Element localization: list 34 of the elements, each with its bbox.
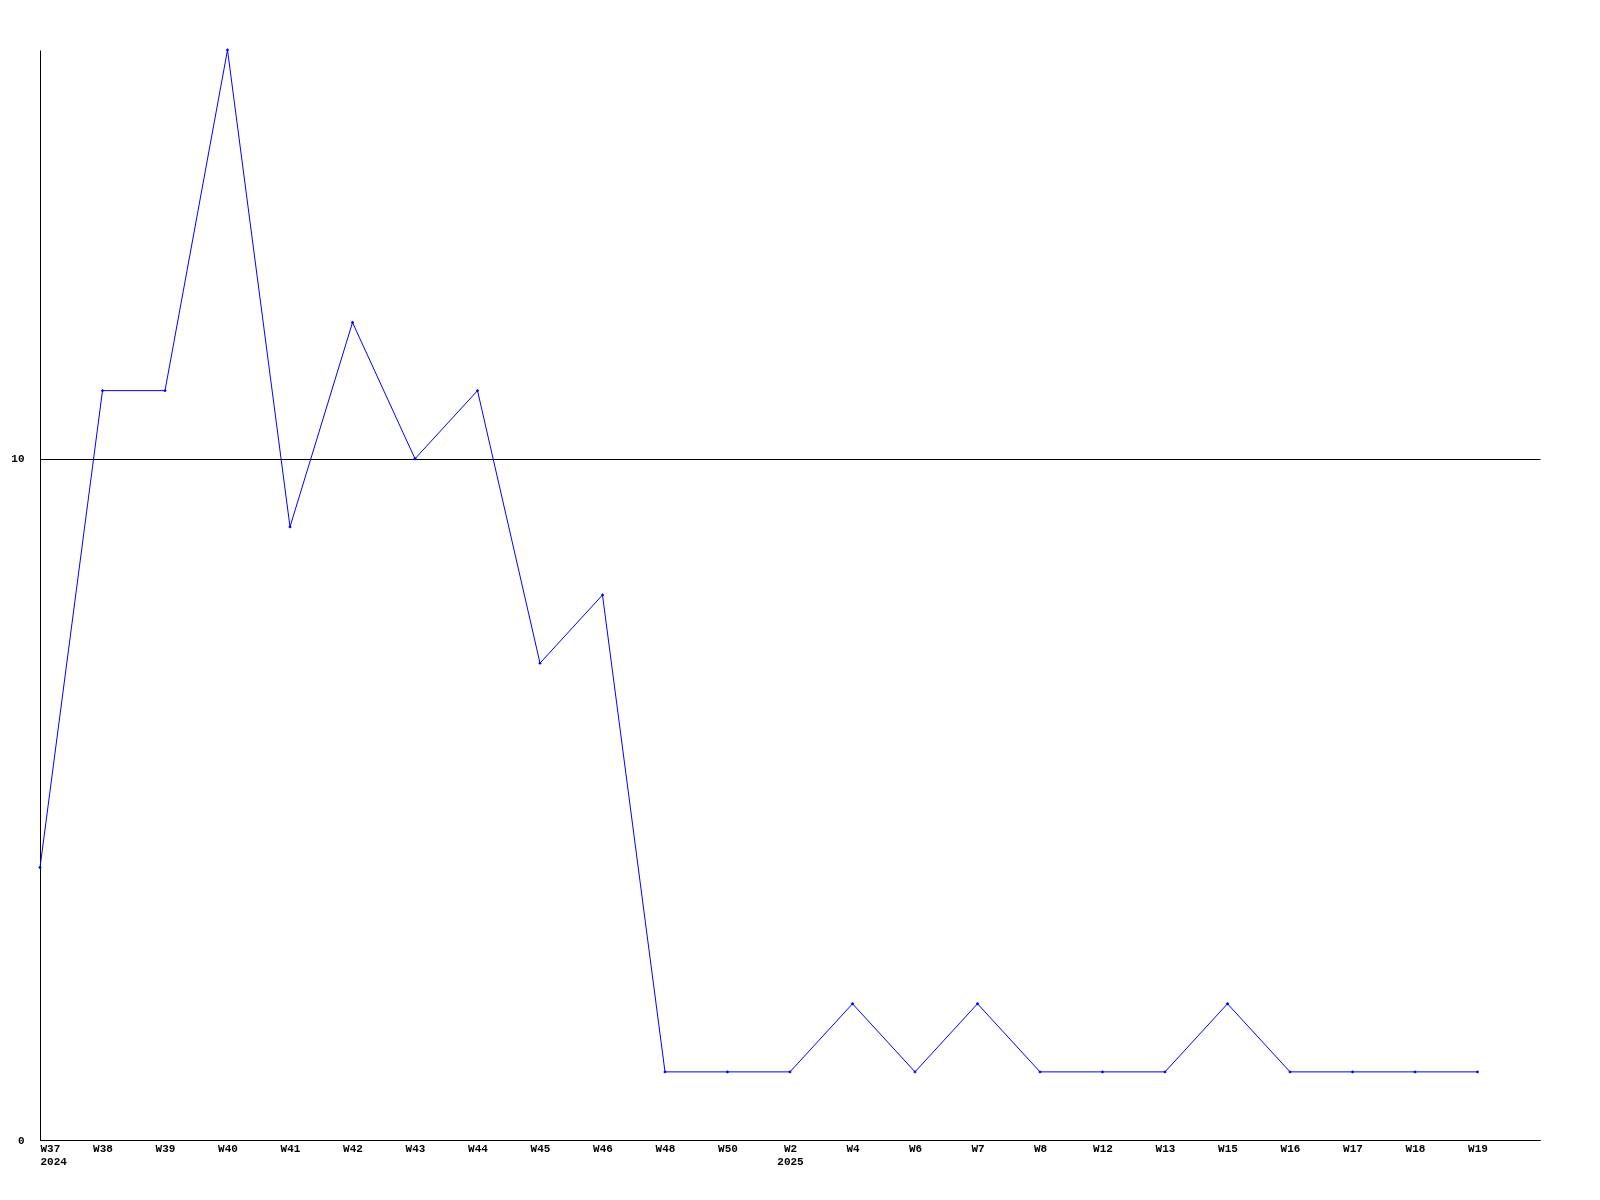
point xyxy=(600,593,605,597)
x-tick-label: W15 xyxy=(1218,1142,1239,1155)
x-tick-label: W2 2025 xyxy=(777,1142,805,1168)
point xyxy=(1100,1070,1105,1074)
x-tick-label: W46 xyxy=(593,1142,613,1155)
x-tick-label: W44 xyxy=(468,1142,489,1155)
x-tick-label: W12 xyxy=(1093,1142,1113,1155)
x-tick-label: W7 xyxy=(971,1142,985,1155)
point xyxy=(725,1070,730,1074)
x-tick-label: W4 xyxy=(846,1142,860,1155)
x-tick-label: W8 xyxy=(1033,1142,1048,1155)
x-tick-label: W16 xyxy=(1280,1142,1301,1155)
y-tick-label: 10 xyxy=(11,453,25,466)
x-tick-label: W37 2024 xyxy=(40,1142,68,1168)
x-tick-label: W41 xyxy=(280,1142,301,1155)
x-tick-label: W17 xyxy=(1343,1142,1363,1155)
x-tick-label: W50 xyxy=(718,1142,738,1155)
x-tick-label: W45 xyxy=(530,1142,551,1155)
x-tick-label: W18 xyxy=(1405,1142,1426,1155)
x-tick-label: W38 xyxy=(93,1142,114,1155)
x-tick-label: W6 xyxy=(908,1142,923,1155)
point xyxy=(38,865,42,870)
x-tick-label: W13 xyxy=(1155,1142,1176,1155)
point xyxy=(163,388,167,393)
point xyxy=(1475,1070,1480,1074)
point xyxy=(1350,1070,1355,1074)
y-tick-label: 0 xyxy=(17,1134,25,1147)
x-tick-label: W43 xyxy=(405,1142,426,1155)
x-tick-label: W19 xyxy=(1468,1142,1488,1155)
x-tick-label: W40 xyxy=(218,1142,238,1155)
x-tick-label: W39 xyxy=(155,1142,176,1155)
point xyxy=(225,48,230,52)
x-tick-label: W48 xyxy=(655,1142,676,1155)
x-tick-label: W42 xyxy=(343,1142,363,1155)
